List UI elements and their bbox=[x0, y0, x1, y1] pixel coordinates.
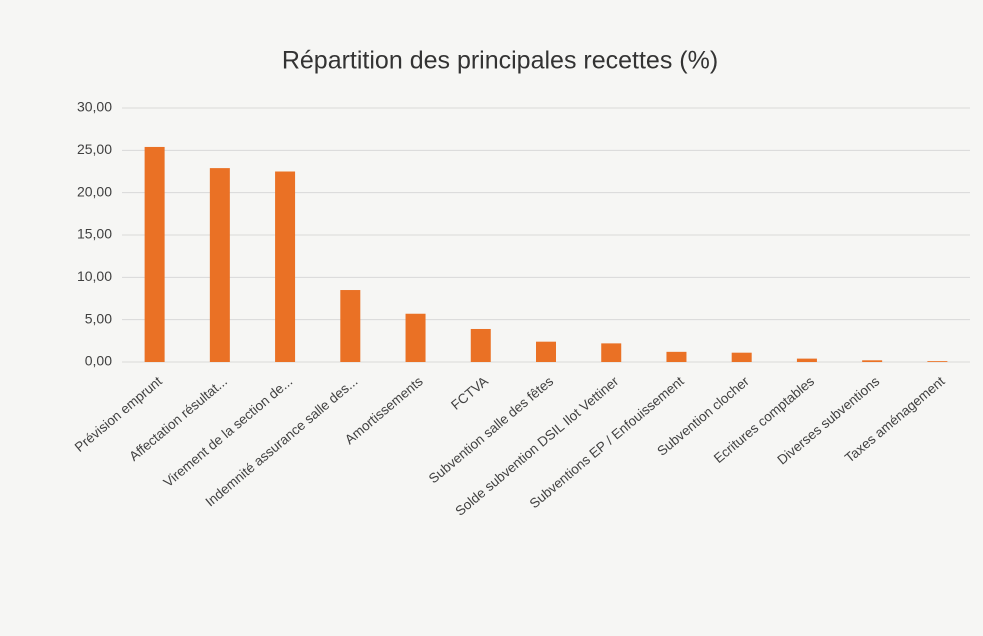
bar bbox=[405, 313, 426, 362]
bar bbox=[470, 328, 491, 362]
bar bbox=[666, 351, 687, 362]
y-tick-label: 30,00 bbox=[77, 99, 112, 115]
bar bbox=[536, 341, 556, 362]
bar bbox=[731, 352, 752, 362]
bar bbox=[144, 146, 165, 362]
y-tick-label: 5,00 bbox=[85, 310, 112, 326]
bar bbox=[927, 361, 948, 362]
y-tick-label: 20,00 bbox=[77, 183, 112, 199]
bar bbox=[209, 168, 230, 362]
y-tick-label: 15,00 bbox=[77, 226, 112, 242]
bar bbox=[601, 343, 622, 362]
y-tick-label: 25,00 bbox=[77, 141, 112, 157]
y-tick-label: 0,00 bbox=[85, 353, 112, 369]
bar bbox=[340, 290, 361, 362]
chart-title: Répartition des principales recettes (%) bbox=[282, 47, 718, 75]
bar bbox=[796, 358, 817, 362]
y-tick-label: 10,00 bbox=[77, 268, 112, 284]
bar bbox=[275, 171, 296, 362]
bar bbox=[862, 360, 883, 362]
